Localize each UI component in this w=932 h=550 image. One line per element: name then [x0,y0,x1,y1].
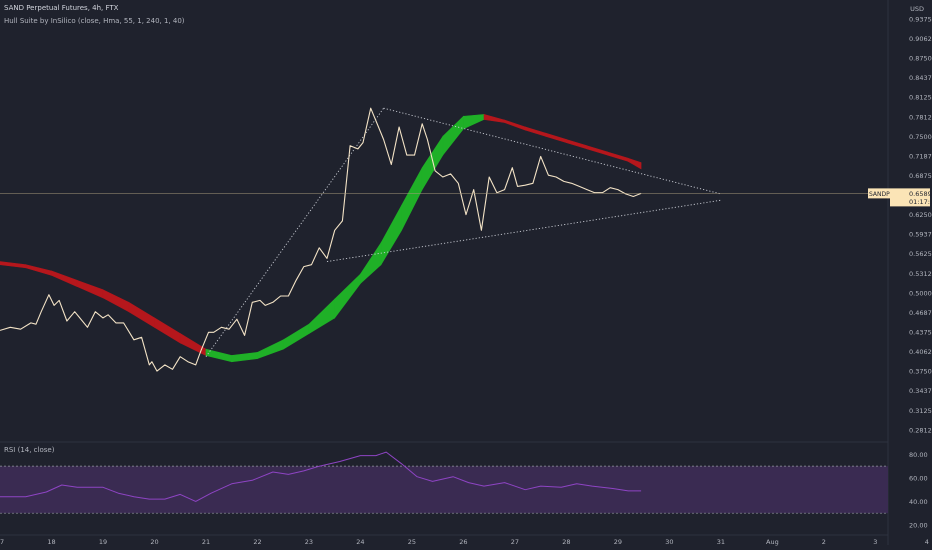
y-tick-label: 0.53125 [909,270,932,278]
y-tick-label: 0.34375 [909,387,932,395]
hull-band-segment [102,289,130,313]
x-tick-label: 3 [873,538,877,546]
hull-band-segment [0,261,27,269]
hull-band-segment [231,352,258,363]
hull-band-segment [154,317,181,344]
hull-band-segment [421,135,444,191]
hull-band-segment [76,279,104,299]
rsi-tick-label: 60.00 [909,474,928,482]
y-tick-label: 0.84375 [909,74,932,82]
x-tick-label: 19 [99,538,107,546]
x-tick-label: 28 [562,538,570,546]
y-tick-label: 0.28125 [909,426,932,434]
rsi-tick-label: 40.00 [909,498,928,506]
currency-label: USD [910,5,924,13]
x-tick-label: 31 [717,538,725,546]
y-tick-label: 0.71875 [909,152,932,160]
x-tick-label: 26 [459,538,467,546]
hull-band-segment [504,119,526,131]
hull-band-segment [360,241,382,285]
hull-band-segment [545,132,567,144]
price-line[interactable] [0,107,642,372]
symbol-tag [868,188,890,199]
hull-band-segment [334,273,361,319]
hull-band-segment [282,323,310,350]
rsi-band [0,466,888,514]
x-tick-label: 2 [822,538,826,546]
hull-band-segment [442,115,464,156]
x-tick-label: 25 [408,538,416,546]
y-tick-label: 0.90625 [909,35,932,43]
y-tick-label: 0.40625 [909,348,932,356]
hull-band-segment [463,114,485,130]
indicator-label[interactable]: Hull Suite by InSilico (close, Hma, 55, … [4,17,185,25]
hull-band-segment [607,151,629,162]
hull-band-segment [25,264,52,276]
hull-band-segment [179,333,207,356]
x-tick-label: 21 [202,538,210,546]
trendline[interactable] [205,107,384,357]
hull-band-segment [401,167,423,231]
y-tick-label: 0.59375 [909,231,932,239]
x-tick-label: 22 [253,538,261,546]
hull-band-segment [51,270,78,288]
hull-band-segment [586,145,608,156]
y-tick-label: 0.46875 [909,309,932,317]
rsi-tick-label: 20.00 [909,521,928,529]
hull-band-segment [566,139,588,150]
chart-title: SAND Perpetual Futures, 4h, FTX [4,4,119,12]
rsi-label[interactable]: RSI (14, close) [4,446,55,454]
rsi-tick-label: 80.00 [909,451,928,459]
symbol-tag-label: SANDPERP [869,191,902,198]
x-tick-label: 29 [614,538,622,546]
trendline[interactable] [326,199,721,263]
x-tick-label: 24 [356,538,364,546]
price-tag [890,188,930,207]
x-tick-label: 17 [0,538,4,546]
hull-band-segment [257,339,284,360]
x-tick-label: 30 [665,538,673,546]
x-tick-label: 23 [305,538,313,546]
x-tick-label: Aug [766,538,779,546]
trendline[interactable] [383,107,721,195]
rsi-line[interactable] [0,451,642,502]
price-tag-countdown: 01:17:57 [909,198,932,206]
x-tick-label: 20 [150,538,158,546]
hull-band-segment [308,298,335,335]
x-tick-label: 27 [511,538,519,546]
hull-band-segment [524,126,547,137]
hull-band-segment [627,157,642,170]
y-tick-label: 0.78125 [909,113,932,121]
hull-band-segment [128,301,155,328]
hull-band-segment [380,205,402,266]
x-tick-label: 4 [925,538,929,546]
x-tick-label: 18 [47,538,55,546]
hull-band-segment [483,114,505,123]
